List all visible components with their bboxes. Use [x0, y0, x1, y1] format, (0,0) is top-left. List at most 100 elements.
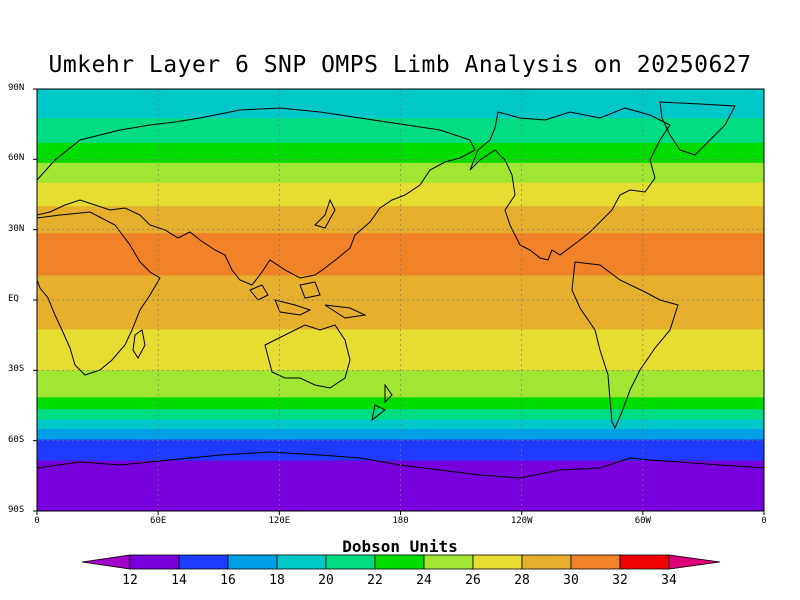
- ozone-band: [37, 376, 764, 378]
- ozone-band: [37, 196, 764, 199]
- ozone-band: [37, 117, 764, 119]
- ozone-band: [37, 348, 764, 350]
- lon-label: 60E: [150, 516, 167, 526]
- ozone-band: [37, 505, 764, 507]
- ozone-band: [37, 370, 764, 373]
- ozone-band: [37, 495, 764, 498]
- ozone-band: [37, 201, 764, 204]
- ozone-band: [37, 266, 764, 268]
- lon-label: 180: [392, 516, 409, 526]
- axis-ticks: [33, 88, 765, 515]
- ozone-band: [37, 371, 764, 374]
- ozone-band: [37, 297, 764, 300]
- ozone-band: [37, 121, 764, 124]
- ozone-band: [37, 435, 764, 438]
- ozone-band: [37, 232, 764, 234]
- ozone-band: [37, 267, 764, 269]
- ozone-band: [37, 396, 764, 398]
- ozone-band: [37, 457, 764, 459]
- ozone-band: [37, 507, 764, 510]
- ozone-band: [37, 281, 764, 284]
- ozone-band: [37, 310, 764, 313]
- ozone-band: [37, 447, 764, 450]
- ozone-band: [37, 321, 764, 323]
- ozone-band: [37, 165, 764, 167]
- ozone-band: [37, 230, 764, 233]
- ozone-band: [37, 185, 764, 187]
- ozone-band: [37, 96, 764, 98]
- ozone-band: [37, 425, 764, 428]
- ozone-band: [37, 427, 764, 430]
- ozone-band: [37, 407, 764, 410]
- ozone-band: [37, 287, 764, 289]
- coastlines: [37, 101, 764, 479]
- ozone-band: [37, 352, 764, 355]
- ozone-band: [37, 212, 764, 214]
- ozone-band: [37, 486, 764, 489]
- ozone-band: [37, 351, 764, 354]
- colorbar-tick-label: 12: [122, 573, 138, 588]
- ozone-band: [37, 257, 764, 260]
- ozone-band: [37, 411, 764, 414]
- ozone-band: [37, 125, 764, 128]
- ozone-band: [37, 251, 764, 254]
- ozone-band: [37, 377, 764, 380]
- ozone-band: [37, 198, 764, 200]
- ozone-band: [37, 357, 764, 360]
- ozone-band: [37, 365, 764, 368]
- ozone-band: [37, 335, 764, 337]
- ozone-band: [37, 326, 764, 329]
- lat-label: 60N: [8, 153, 25, 164]
- ozone-band: [37, 105, 764, 108]
- ozone-band: [37, 215, 764, 218]
- ozone-band: [37, 111, 764, 114]
- ozone-band: [37, 397, 764, 400]
- ozone-band: [37, 147, 764, 150]
- ozone-band: [37, 307, 764, 309]
- ozone-band: [37, 506, 764, 509]
- ozone-band: [37, 472, 764, 475]
- ozone-band: [37, 367, 764, 370]
- lon-label: 120W: [510, 516, 533, 526]
- ozone-band: [37, 382, 764, 384]
- lon-label: 0: [761, 516, 767, 526]
- ozone-band: [37, 241, 764, 244]
- ozone-band: [37, 115, 764, 118]
- ozone-band: [37, 262, 764, 265]
- ozone-band: [37, 471, 764, 473]
- colorbar-tick-label: 14: [171, 573, 187, 588]
- ozone-band: [37, 171, 764, 173]
- ozone-band: [37, 227, 764, 230]
- ozone-band: [37, 362, 764, 364]
- ozone-band: [37, 90, 764, 92]
- colorbar-tick-label: 24: [416, 573, 432, 588]
- ozone-band: [37, 97, 764, 99]
- ozone-band: [37, 350, 764, 353]
- ozone-band: [37, 187, 764, 190]
- lon-label: 0: [34, 516, 40, 526]
- ozone-band: [37, 416, 764, 418]
- ozone-band: [37, 216, 764, 219]
- ozone-band: [37, 162, 764, 165]
- ozone-band: [37, 500, 764, 503]
- ozone-band: [37, 161, 764, 164]
- ozone-band: [37, 235, 764, 238]
- colorbar-tick-label: 20: [318, 573, 334, 588]
- ozone-band: [37, 166, 764, 169]
- ozone-band: [37, 295, 764, 298]
- ozone-band: [37, 477, 764, 479]
- ozone-band: [37, 253, 764, 255]
- lon-label: 120E: [268, 516, 291, 526]
- ozone-band: [37, 441, 764, 444]
- ozone-band: [37, 380, 764, 383]
- ozone-band: [37, 331, 764, 334]
- ozone-band: [37, 273, 764, 275]
- ozone-band: [37, 431, 764, 434]
- ozone-band: [37, 421, 764, 424]
- colorbar-tick-label: 34: [661, 573, 677, 588]
- ozone-band: [37, 276, 764, 279]
- ozone-band: [37, 236, 764, 239]
- ozone-band: [37, 250, 764, 253]
- ozone-band: [37, 137, 764, 139]
- ozone-band: [37, 305, 764, 308]
